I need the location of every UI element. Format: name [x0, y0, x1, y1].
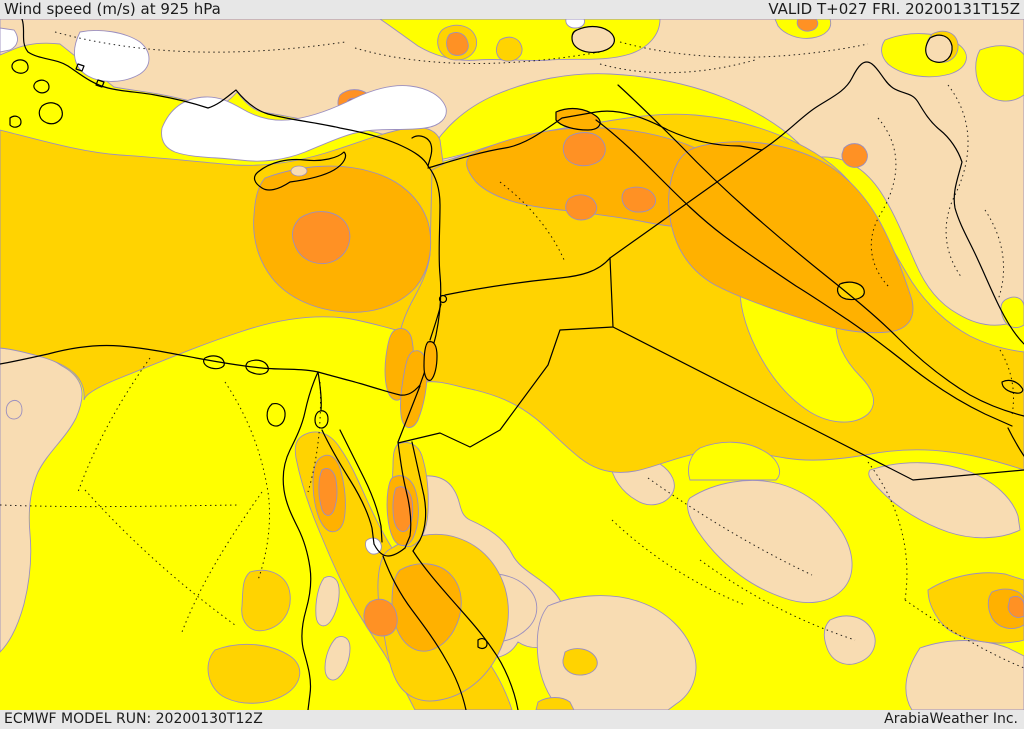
bitter-lakes — [314, 410, 329, 429]
region-yellow-hole-north-saudi — [688, 441, 780, 481]
region-orange-iraq-core — [841, 143, 868, 168]
border-turkey-iraq-iran — [761, 61, 1024, 345]
region-orange-emed-core — [292, 211, 351, 264]
model-run-label: ECMWF MODEL RUN: 20200130T12Z — [4, 711, 263, 727]
aegean-islet-1 — [75, 63, 85, 72]
region-gold-se-turkey-spot-2 — [496, 36, 523, 62]
border-syria-iraq — [609, 149, 763, 259]
coast-gulf-aqaba-east — [411, 441, 427, 552]
lake-urmia — [925, 34, 953, 63]
region-white-antalya-cilicia — [161, 85, 447, 162]
region-gold-south-egypt-2 — [207, 643, 301, 704]
persian-gulf-coast — [1007, 427, 1024, 457]
map-title: Wind speed (m/s) at 925 hPa — [4, 0, 221, 18]
border-jordan-syria — [444, 257, 611, 296]
lake-fayoum — [266, 403, 286, 427]
region-white-top-left — [0, 27, 18, 53]
region-orange-syria-1 — [562, 132, 606, 167]
region-amber-nw-saudi-core — [391, 563, 462, 652]
redsea-island — [477, 638, 488, 650]
aegean-islet-2 — [95, 79, 105, 88]
region-orange-redsea-core — [363, 598, 398, 637]
region-calm-saudi-east-2 — [823, 615, 876, 665]
border-jordan-iraq-saudi — [397, 257, 614, 448]
region-orange-se-turkey-core — [446, 32, 469, 56]
contour-fill-calm-sea — [0, 19, 585, 555]
region-gold-south-egypt-1 — [241, 569, 291, 632]
lake-assad — [555, 107, 601, 131]
greek-island-1 — [11, 59, 29, 74]
coastline-delta-lagoon-1 — [203, 355, 225, 370]
region-white-top-1 — [565, 19, 585, 29]
border-iraq-saudi — [612, 326, 1024, 481]
region-orange-top-right — [796, 19, 819, 32]
border-turkey-syria — [427, 110, 763, 169]
greek-island-3 — [9, 115, 22, 128]
greek-island-2 — [33, 79, 50, 94]
coastline-hatay-hook — [411, 135, 433, 167]
region-calm-saudi-east-1 — [868, 462, 1021, 539]
coast-sinai-tip — [373, 543, 406, 557]
region-orange-syria-2 — [565, 194, 598, 221]
region-calm-libya-west-egypt — [0, 347, 83, 653]
region-calm-west-egypt-spot — [5, 399, 23, 420]
region-white-marmara — [73, 30, 150, 82]
lake-van — [571, 25, 615, 53]
region-calm-sliver-redsea-2 — [324, 636, 351, 681]
region-orange-corner-se — [1007, 595, 1024, 618]
provider-label: ArabiaWeather Inc. — [884, 711, 1018, 727]
coast-redsea-arabian — [412, 550, 519, 710]
region-gold-bottom-center — [562, 648, 598, 676]
jordan-river — [429, 303, 442, 341]
region-calm-cyprus-center — [290, 165, 308, 177]
admin-boundaries-dotted — [0, 31, 1024, 669]
tigris-river — [617, 84, 1024, 417]
coast-gulf-suez-west — [321, 429, 375, 545]
region-orange-suez-core — [318, 468, 338, 516]
region-calm-saudi-south-2 — [536, 595, 697, 710]
contour-fill-cyprus-center — [290, 165, 308, 177]
border-egypt-israel — [397, 385, 421, 443]
coast-redsea-african — [382, 555, 467, 710]
region-orange-syria-3 — [621, 186, 657, 213]
wind-speed-map — [0, 19, 1024, 710]
nile-river — [282, 371, 319, 710]
region-yellow-top-right-2 — [975, 45, 1024, 102]
shatt-marshes — [1001, 379, 1024, 394]
map-footer-bar: ECMWF MODEL RUN: 20200130T12Z ArabiaWeat… — [0, 710, 1024, 729]
coast-gulf-aqaba-west — [397, 441, 412, 549]
sea-of-galilee — [438, 294, 448, 304]
region-calm-saudi-corner — [905, 640, 1024, 710]
coastline-delta-lagoon-2 — [245, 359, 269, 375]
coastline-aegean-south-turkey — [21, 19, 429, 167]
lake-habbaniyah — [836, 281, 865, 301]
region-calm-sliver-redsea-1 — [315, 576, 340, 627]
coast-gulf-suez-east — [339, 429, 383, 543]
coastlines-and-borders — [0, 19, 1024, 710]
valid-time-label: VALID T+027 FRI. 20200131T15Z — [768, 0, 1020, 18]
map-header-bar: Wind speed (m/s) at 925 hPa VALID T+027 … — [0, 0, 1024, 19]
region-gold-bottom-edge — [535, 697, 575, 710]
cyprus-island — [253, 151, 347, 191]
suez-canal — [317, 371, 322, 411]
region-calm-saudi-central-2 — [687, 480, 853, 603]
wind-speed-contour-map — [0, 19, 1024, 710]
euphrates-river — [595, 119, 1013, 427]
dead-sea — [423, 341, 438, 381]
greek-island-rhodes — [38, 102, 63, 125]
coastline-levant-nile-delta — [0, 165, 442, 396]
